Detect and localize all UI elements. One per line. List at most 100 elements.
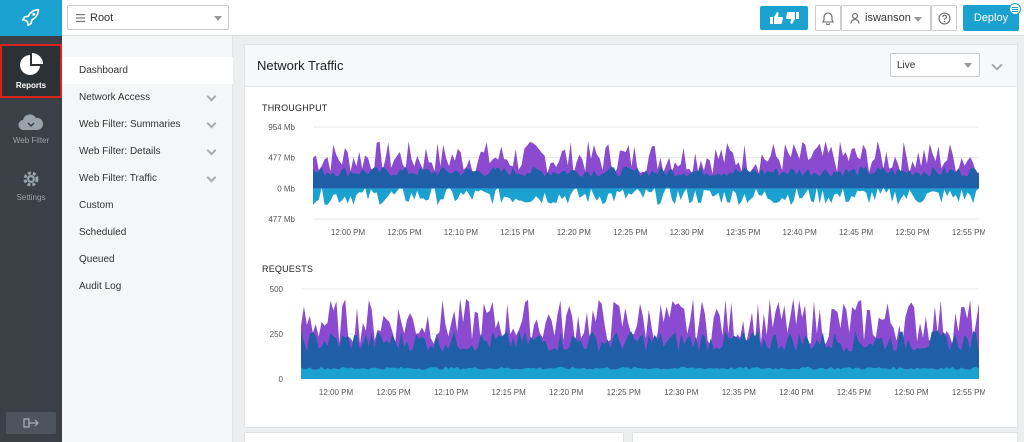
range-select[interactable]: Live [890,53,980,77]
dashboard-card [244,432,624,442]
rail-label: Reports [15,80,47,90]
deploy-button[interactable]: Deploy [963,3,1021,31]
y-tick-label: 477 Mb [268,215,295,224]
user-menu[interactable]: iswanson [841,5,931,31]
rail-item-web-filter[interactable]: Web Filter [0,101,62,155]
root-select-value: Root [90,11,114,24]
nav-item-label: Queued [79,254,115,265]
series-area [301,366,979,379]
nav-item-label: Dashboard [79,65,128,76]
x-tick-label: 12:10 PM [434,388,469,397]
chevron-down-icon [206,118,217,129]
chevron-down-icon [206,172,217,183]
x-tick-label: 12:15 PM [492,388,527,397]
user-icon [850,12,860,24]
thumbs-down-icon [785,12,799,24]
deploy-label: Deploy [973,12,1009,24]
x-tick-label: 12:40 PM [783,228,818,237]
feedback-button[interactable] [760,6,808,30]
x-tick-label: 12:05 PM [376,388,411,397]
nav-item-custom[interactable]: Custom [62,192,233,219]
series-area [301,330,979,379]
x-tick-label: 12:35 PM [726,228,761,237]
series-area [313,166,979,189]
x-tick-label: 12:35 PM [722,388,757,397]
reports-nav: Dashboard Network Access Web Filter: Sum… [62,36,233,442]
nav-item-label: Network Access [79,92,151,103]
x-tick-label: 12:25 PM [613,228,648,237]
collapse-panel-icon[interactable] [991,59,1003,71]
y-tick-label: 477 Mb [268,154,295,163]
x-tick-label: 12:20 PM [557,228,592,237]
x-tick-label: 12:00 PM [319,388,354,397]
nav-item-dashboard[interactable]: Dashboard [62,57,233,84]
app-rail: Reports Web Filter Settings [0,0,62,442]
chevron-down-icon [964,63,972,68]
help-icon [937,11,951,25]
panel-header: Network Traffic Live [245,45,1017,87]
x-tick-label: 12:50 PM [894,388,929,397]
pie-chart-icon [20,52,43,75]
chevron-down-icon [914,17,922,22]
y-tick-label: 0 Mb [277,184,295,193]
x-tick-label: 12:30 PM [670,228,705,237]
nav-item-queued[interactable]: Queued [62,246,233,273]
rail-item-reports[interactable]: Reports [0,44,62,98]
rail-item-settings[interactable]: Settings [0,158,62,212]
throughput-chart: 954 Mb 477 Mb 0 Mb 477 Mb 12:00 PM 12:05 PM 12… [268,123,985,237]
x-tick-label: 12:40 PM [779,388,814,397]
x-tick-label: 12:20 PM [549,388,584,397]
x-tick-label: 12:10 PM [444,228,479,237]
throughput-chart-title: THROUGHPUT [262,103,328,113]
y-tick-label: 954 Mb [268,123,295,132]
x-tick-label: 12:45 PM [837,388,872,397]
rocket-logo-icon[interactable] [0,0,62,36]
nav-item-label: Web Filter: Summaries [79,119,181,130]
chevron-down-icon [214,16,222,21]
nav-item-web-filter-traffic[interactable]: Web Filter: Traffic [62,165,233,192]
username: iswanson [865,12,911,24]
y-tick-label: 0 [279,375,284,384]
nav-item-audit-log[interactable]: Audit Log [62,273,233,300]
requests-chart-title: REQUESTS [262,264,314,274]
logout-icon [23,418,39,428]
x-tick-label: 12:05 PM [387,228,422,237]
x-tick-label: 12:50 PM [895,228,930,237]
x-tick-label: 12:15 PM [500,228,535,237]
top-bar: Root iswanson Deploy [62,0,1024,36]
root-select[interactable]: Root [67,5,229,30]
nav-item-label: Custom [79,200,114,211]
hamburger-icon [76,13,85,22]
help-button[interactable] [931,5,957,31]
cloud-icon [18,113,44,130]
nav-item-label: Scheduled [79,227,127,238]
gear-icon [23,171,39,186]
menu-badge-icon [1009,3,1021,15]
x-tick-label: 12:00 PM [331,228,366,237]
nav-item-scheduled[interactable]: Scheduled [62,219,233,246]
x-tick-label: 12:45 PM [839,228,874,237]
notifications-button[interactable] [815,5,841,31]
nav-item-label: Web Filter: Traffic [79,173,157,184]
rail-label: Settings [16,192,46,202]
chevron-down-icon [206,145,217,156]
rail-label: Web Filter [12,135,50,145]
nav-item-web-filter-details[interactable]: Web Filter: Details [62,138,233,165]
collapse-rail-button[interactable] [6,412,56,434]
thumbs-up-icon [769,12,783,24]
y-tick-label: 500 [270,285,284,294]
x-tick-label: 12:55 PM [952,228,985,237]
nav-item-label: Web Filter: Details [79,146,161,157]
bell-icon [822,11,834,25]
network-traffic-panel: Network Traffic Live THROUGHPUT 954 Mb 47… [244,44,1018,428]
nav-item-web-filter-summaries[interactable]: Web Filter: Summaries [62,111,233,138]
x-tick-label: 12:30 PM [664,388,699,397]
series-area [313,187,979,205]
chevron-down-icon [206,91,217,102]
nav-item-label: Audit Log [79,281,122,292]
y-tick-label: 250 [270,330,284,339]
requests-chart: 500 250 0 12:00 PM 12:05 PM 12:10 PM 12:15 PM 1… [270,285,985,397]
nav-item-network-access[interactable]: Network Access [62,84,233,111]
dashboard-card [632,432,1018,442]
x-tick-label: 12:55 PM [952,388,985,397]
